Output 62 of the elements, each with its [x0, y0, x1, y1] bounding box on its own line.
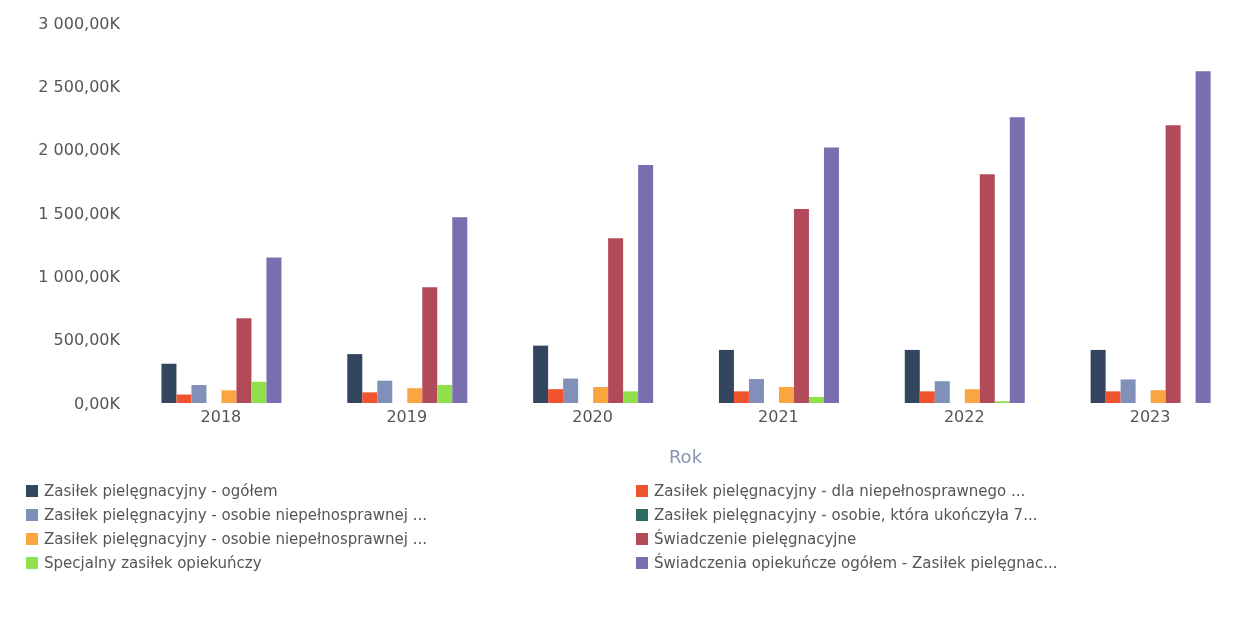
x-tick-label: 2020	[572, 407, 613, 427]
bar	[236, 318, 252, 403]
bar	[964, 389, 980, 403]
legend-label: Świadczenia opiekuńcze ogółem - Zasiłek pielęgnac...	[654, 554, 1058, 572]
bar	[548, 389, 564, 403]
bar	[437, 385, 453, 403]
bar	[608, 238, 624, 403]
legend-label: Zasiłek pielęgnacyjny - osobie niepełnosprawnej ...	[44, 530, 427, 548]
bar	[593, 387, 609, 403]
y-tick-label: 2 500,00K	[38, 77, 121, 97]
bar	[161, 363, 177, 403]
bar	[533, 345, 549, 403]
x-tick-label: 2022	[943, 407, 985, 427]
bar	[191, 385, 207, 403]
bar	[266, 257, 282, 403]
legend-label: Zasiłek pielęgnacyjny - ogółem	[44, 482, 278, 500]
legend-label: Świadczenie pielęgnacyjne	[654, 530, 857, 548]
bar	[347, 354, 363, 403]
bar	[718, 349, 734, 403]
bar	[362, 392, 378, 403]
y-tick-label: 3 000,00K	[38, 13, 121, 33]
bar	[251, 381, 267, 403]
bar	[919, 391, 935, 403]
bar	[1009, 117, 1025, 403]
bar	[452, 217, 468, 403]
x-tick-label: 2021	[758, 407, 799, 427]
bar	[377, 380, 393, 403]
bar	[733, 391, 749, 403]
bar	[1090, 349, 1106, 403]
bar	[623, 391, 639, 403]
bar	[934, 381, 950, 403]
bar	[1105, 391, 1121, 403]
bar	[1165, 125, 1181, 403]
y-tick-label: 0,00K	[73, 393, 121, 413]
legend-label: Zasiłek pielęgnacyjny - osobie niepełnosprawnej ...	[44, 506, 427, 524]
bar	[563, 378, 579, 403]
x-tick-label: 2019	[386, 407, 428, 427]
x-axis-title: Rok	[668, 446, 703, 467]
y-tick-label: 1 500,00K	[38, 203, 121, 223]
x-tick-label: 2023	[1129, 407, 1171, 427]
bar	[778, 387, 794, 403]
bar	[808, 396, 824, 403]
bar	[422, 287, 438, 403]
y-tick-label: 1 000,00K	[38, 267, 121, 287]
bar	[793, 209, 809, 403]
y-tick-label: 2 000,00K	[38, 140, 121, 160]
bar	[823, 147, 839, 403]
bar	[1120, 379, 1136, 403]
x-tick-label: 2018	[200, 407, 242, 427]
bar	[748, 379, 764, 403]
bar	[638, 165, 654, 403]
bar	[407, 388, 423, 403]
legend-label: Zasiłek pielęgnacyjny - dla niepełnosprawnego ...	[654, 482, 1026, 500]
bar	[979, 174, 995, 403]
legend-label: Specjalny zasiłek opiekuńczy	[44, 554, 262, 572]
bar	[904, 349, 920, 403]
bar	[221, 390, 237, 403]
legend-label: Zasiłek pielęgnacyjny - osobie, która ukończyła 7...	[654, 506, 1038, 524]
bar	[176, 394, 192, 403]
bar	[1150, 390, 1166, 403]
y-tick-label: 500,00K	[53, 330, 121, 350]
bar	[1195, 71, 1211, 403]
